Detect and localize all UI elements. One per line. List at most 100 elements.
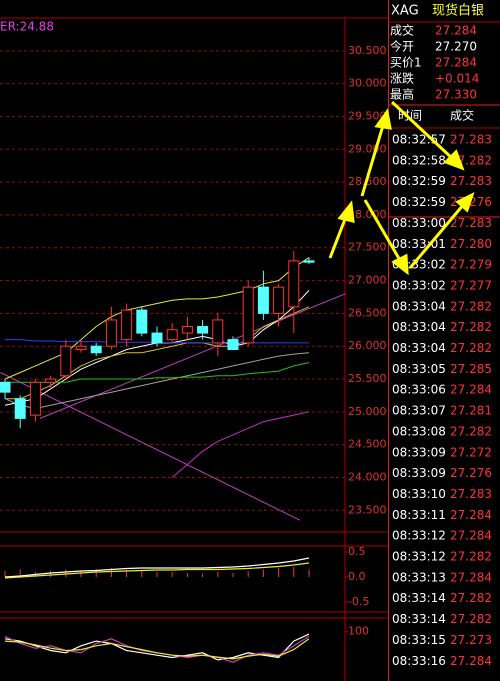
- candle-body: [303, 260, 315, 263]
- candle-body: [105, 319, 117, 347]
- candle-body: [0, 381, 11, 393]
- trade-price: 27.283: [450, 216, 492, 230]
- indicator-line: [4, 635, 310, 663]
- y-tick-label: -0.5: [348, 595, 369, 608]
- y-tick-label: 29.000: [348, 142, 387, 155]
- trade-price: 27.273: [450, 633, 492, 647]
- field-value: 27.270: [435, 40, 477, 54]
- indicator-line: [0, 372, 301, 521]
- trade-time: 08:33:06: [392, 383, 446, 397]
- candle-body: [227, 339, 239, 350]
- trade-time: 08:32:59: [392, 195, 446, 209]
- arrowhead: [374, 108, 392, 130]
- trade-time: 08:33:08: [392, 424, 446, 438]
- arrow: [328, 213, 349, 259]
- trade-time: 08:33:10: [392, 487, 446, 501]
- candle-body: [14, 398, 26, 419]
- candle-body: [121, 309, 133, 341]
- trade-time: 08:33:14: [392, 591, 446, 605]
- trade-time: 08:33:14: [392, 612, 446, 626]
- trade-price: 27.282: [450, 320, 492, 334]
- indicator-line: [39, 293, 346, 419]
- trade-time: 08:33:05: [392, 362, 446, 376]
- indicator-line: [4, 352, 310, 410]
- trade-price: 27.280: [450, 237, 492, 251]
- field-value: +0.014: [435, 72, 479, 86]
- field-label: 最高: [390, 87, 414, 102]
- y-tick-label: 25.500: [348, 372, 387, 385]
- trade-price: 27.272: [450, 445, 492, 459]
- candle-body: [29, 381, 41, 416]
- y-tick-label: 100: [348, 625, 369, 638]
- trade-time: 08:33:13: [392, 570, 446, 584]
- candle-body: [136, 309, 148, 334]
- arrow: [360, 121, 386, 197]
- arrowhead: [443, 149, 465, 171]
- trade-price: 27.284: [450, 570, 492, 584]
- candle-body: [151, 332, 163, 344]
- trade-time: 08:33:15: [392, 633, 446, 647]
- arrowhead: [455, 192, 475, 213]
- trade-time: 08:33:04: [392, 341, 446, 355]
- field-value: 27.284: [435, 24, 477, 38]
- candle-body: [75, 345, 87, 350]
- trade-time: 08:33:09: [392, 466, 446, 480]
- trade-time: 08:33:09: [392, 445, 446, 459]
- trade-time: 08:33:11: [392, 508, 446, 522]
- trade-time: 08:33:01: [392, 237, 446, 251]
- y-tick-label: 0.5: [348, 545, 366, 558]
- trade-time: 08:32:57: [392, 133, 446, 147]
- candle-body: [90, 345, 102, 354]
- field-value: 27.330: [435, 88, 477, 102]
- y-tick-label: 24.500: [348, 438, 387, 451]
- y-tick-label: 30.000: [348, 77, 387, 90]
- trade-price: 27.277: [450, 278, 492, 292]
- trade-price: 27.281: [450, 404, 492, 418]
- candle-body: [166, 329, 178, 341]
- candle-body: [181, 326, 193, 334]
- trade-price: 27.282: [450, 299, 492, 313]
- indicator-label: ER:24.88: [0, 20, 54, 34]
- field-value: 27.284: [435, 56, 477, 70]
- trade-price: 27.282: [450, 550, 492, 564]
- trade-time: 08:33:16: [392, 654, 446, 668]
- arrowhead: [391, 253, 409, 276]
- trade-time: 08:33:04: [392, 320, 446, 334]
- trade-time: 08:32:58: [392, 153, 446, 167]
- trade-price: 27.282: [450, 591, 492, 605]
- trade-time: 08:33:00: [392, 216, 446, 230]
- trade-price: 27.285: [450, 362, 492, 376]
- trade-time: 08:32:59: [392, 174, 446, 188]
- indicator-line: [4, 557, 310, 578]
- y-tick-label: 25.000: [348, 405, 387, 418]
- trade-time: 08:33:12: [392, 550, 446, 564]
- y-tick-label: 26.500: [348, 306, 387, 319]
- y-tick-label: 24.000: [348, 470, 387, 483]
- symbol: XAG: [391, 4, 419, 19]
- arrowhead: [337, 200, 355, 223]
- y-tick-label: 0.0: [348, 570, 366, 583]
- trade-price: 27.282: [450, 424, 492, 438]
- trade-price: 27.284: [450, 654, 492, 668]
- candle-body: [273, 286, 285, 314]
- trade-time: 08:33:12: [392, 529, 446, 543]
- column-header: 成交: [450, 108, 474, 123]
- candle-body: [197, 326, 209, 334]
- arrow: [390, 100, 456, 162]
- candle-body: [288, 260, 300, 308]
- field-label: 今开: [390, 39, 414, 54]
- trade-price: 27.283: [450, 487, 492, 501]
- candle-body: [60, 345, 72, 377]
- annotation-arrows: [328, 100, 475, 276]
- arrow: [408, 203, 466, 269]
- trade-price: 27.284: [450, 529, 492, 543]
- field-label: 买价1: [390, 56, 422, 70]
- indicator-line: [4, 257, 310, 380]
- candle-body: [45, 378, 57, 383]
- y-tick-label: 30.500: [348, 44, 387, 57]
- symbol-name: 现货白银: [432, 3, 484, 19]
- trade-price: 27.283: [450, 133, 492, 147]
- y-tick-label: 23.500: [348, 503, 387, 516]
- indicator-line: [4, 562, 310, 579]
